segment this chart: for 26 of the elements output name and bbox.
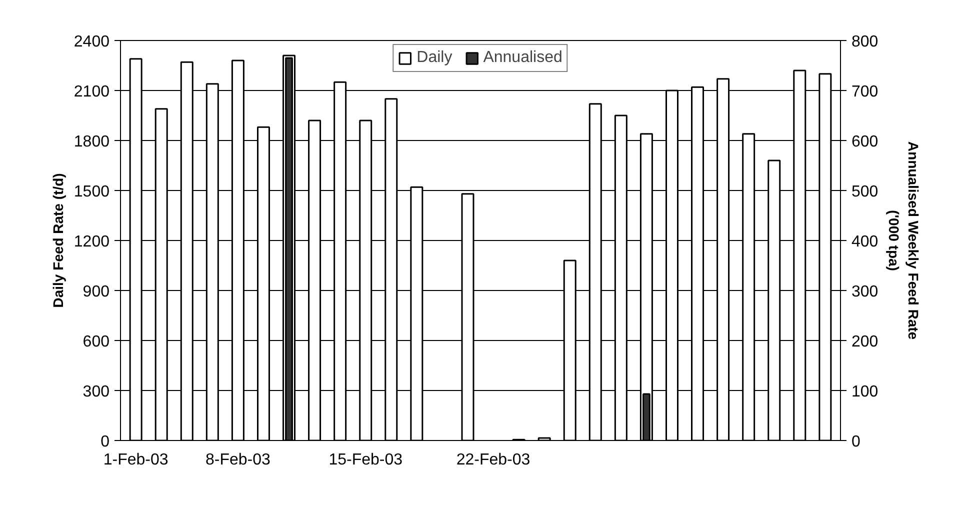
x-tick-label: 8-Feb-03 xyxy=(205,452,271,468)
y-tick-label: 1800 xyxy=(74,134,110,150)
y2-axis-title: Annualised Weekly Feed Rate ('000 tpa) xyxy=(886,141,922,340)
y-tick-label: 1200 xyxy=(74,234,110,250)
legend-label: Daily xyxy=(416,49,452,67)
y2-tick-label: 600 xyxy=(852,134,878,150)
y-tick-label: 300 xyxy=(82,384,110,400)
y2-tick-label: 500 xyxy=(852,184,878,200)
y2-tick-label: 300 xyxy=(852,284,878,300)
x-tick-label: 15-Feb-03 xyxy=(328,452,403,468)
y2-tick-label: 700 xyxy=(852,84,878,100)
x-tick-label: 1-Feb-03 xyxy=(103,452,168,468)
y2-tick-label: 400 xyxy=(852,234,878,250)
y-tick-label: 2400 xyxy=(74,34,110,50)
x-tick-label: 22-Feb-03 xyxy=(456,452,530,468)
y-tick-label: 0 xyxy=(100,434,110,450)
y2-tick-label: 800 xyxy=(852,34,878,50)
y-tick-label: 600 xyxy=(82,334,110,350)
y-axis-title: Daily Feed Rate (t/d) xyxy=(50,173,66,308)
legend-label: Annualised xyxy=(483,49,562,67)
y-tick-label: 1500 xyxy=(74,184,110,200)
y-tick-label: 2100 xyxy=(74,84,110,100)
y2-tick-label: 100 xyxy=(852,384,878,400)
y2-tick-label: 200 xyxy=(852,334,878,350)
y2-tick-label: 0 xyxy=(852,434,860,450)
y-tick-label: 900 xyxy=(82,284,110,300)
